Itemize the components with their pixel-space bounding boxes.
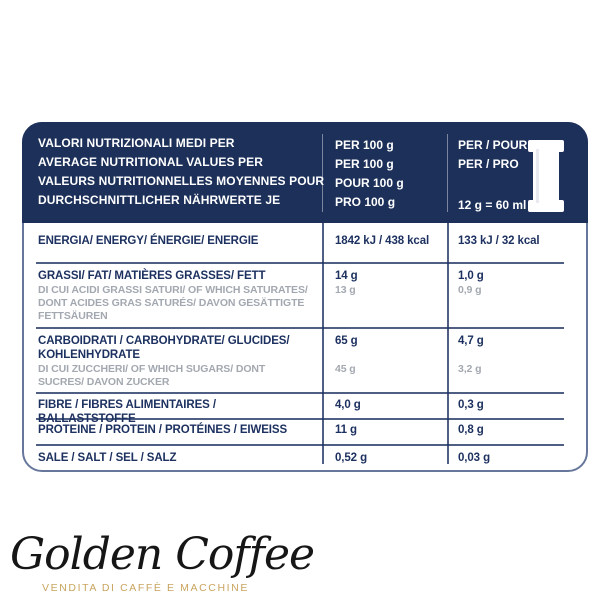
header-title-line: VALEURS NUTRITIONNELLES MOYENNES POUR (38, 174, 325, 188)
value-per-serving: 0,03 g (458, 452, 491, 464)
row-divider (36, 327, 564, 329)
subvalue-per-100g: 13 g (335, 284, 356, 296)
per-serving-line: PER / POUR (458, 138, 528, 152)
subvalue-per-serving: 3,2 g (458, 363, 482, 375)
brand-name: Golden Coffee (10, 529, 315, 580)
value-per-100g: 11 g (335, 424, 357, 436)
per-100g-column-header: PER 100 g PER 100 g POUR 100 g PRO 100 g (335, 136, 404, 212)
row-sublabel: DI CUI ZUCCHERI/ OF WHICH SUGARS/ DONT S… (38, 363, 266, 388)
per-serving-line: PER / PRO (458, 157, 519, 171)
subvalue-per-100g: 45 g (335, 363, 356, 375)
value-per-100g: 65 g (335, 335, 358, 347)
row-divider (36, 444, 564, 446)
table-row-salt: SALE / SALT / SEL / SALZ 0,52 g 0,03 g (22, 444, 588, 472)
row-label: FIBRE / FIBRES ALIMENTAIRES / BALLASTSTO… (38, 399, 216, 425)
header-column-divider (322, 134, 323, 212)
table-row-carbohydrate: CARBOIDRATI / CARBOHYDRATE/ GLUCIDES/ KO… (22, 327, 588, 392)
coffee-stick-icon (528, 140, 564, 212)
table-header: VALORI NUTRIZIONALI MEDI PER AVERAGE NUT… (22, 122, 588, 223)
header-title-line: VALORI NUTRIZIONALI MEDI PER (38, 136, 235, 150)
value-per-serving: 0,8 g (458, 424, 484, 436)
row-divider (36, 392, 564, 394)
value-per-100g: 14 g (335, 270, 358, 282)
table-row-protein: PROTEINE / PROTEIN / PROTÉINES / EIWEISS… (22, 418, 588, 444)
row-label: SALE / SALT / SEL / SALZ (38, 452, 177, 464)
per-serving-column-header: PER / POUR PER / PRO (458, 136, 527, 174)
header-title-line: DURCHSCHNITTLICHER NÄHRWERTE JE (38, 193, 281, 207)
column-divider (322, 223, 324, 464)
brand-tagline: VENDITA DI CAFFÈ E MACCHINE (42, 582, 249, 594)
header-title-line: AVERAGE NUTRITIONAL VALUES PER (38, 155, 264, 169)
value-per-100g: 1842 kJ / 438 kcal (335, 235, 430, 247)
row-label: PROTEINE / PROTEIN / PROTÉINES / EIWEISS (38, 424, 288, 436)
value-per-serving: 4,7 g (458, 335, 484, 347)
subvalue-per-serving: 0,9 g (458, 284, 482, 296)
per-100g-line: PER 100 g (335, 138, 394, 152)
value-per-serving: 133 kJ / 32 kcal (458, 235, 540, 247)
value-per-100g: 0,52 g (335, 452, 368, 464)
per-100g-line: PRO 100 g (335, 195, 396, 209)
table-body: ENERGIA/ ENERGY/ ÉNERGIE/ ENERGIE 1842 k… (22, 223, 588, 472)
per-100g-line: POUR 100 g (335, 176, 404, 190)
row-label: ENERGIA/ ENERGY/ ÉNERGIE/ ENERGIE (38, 235, 259, 247)
value-per-100g: 4,0 g (335, 399, 361, 411)
row-label: CARBOIDRATI / CARBOHYDRATE/ GLUCIDES/ KO… (38, 335, 290, 361)
column-divider (447, 223, 449, 464)
per-100g-line: PER 100 g (335, 157, 394, 171)
row-divider (36, 418, 564, 420)
header-column-divider (447, 134, 448, 212)
row-label: GRASSI/ FAT/ MATIÈRES GRASSES/ FETT (38, 270, 266, 282)
row-divider (36, 262, 564, 264)
table-row-energy: ENERGIA/ ENERGY/ ÉNERGIE/ ENERGIE 1842 k… (22, 223, 588, 262)
table-row-fat: GRASSI/ FAT/ MATIÈRES GRASSES/ FETT DI C… (22, 262, 588, 327)
value-per-serving: 0,3 g (458, 399, 484, 411)
table-row-fibre: FIBRE / FIBRES ALIMENTAIRES / BALLASTSTO… (22, 392, 588, 425)
brand-watermark: Golden Coffee VENDITA DI CAFFÈ E MACCHIN… (10, 529, 315, 599)
serving-size-note: 12 g = 60 ml (458, 198, 527, 212)
row-sublabel: DI CUI ACIDI GRASSI SATURI/ OF WHICH SAT… (38, 284, 308, 322)
value-per-serving: 1,0 g (458, 270, 484, 282)
header-title: VALORI NUTRIZIONALI MEDI PER AVERAGE NUT… (38, 134, 324, 210)
